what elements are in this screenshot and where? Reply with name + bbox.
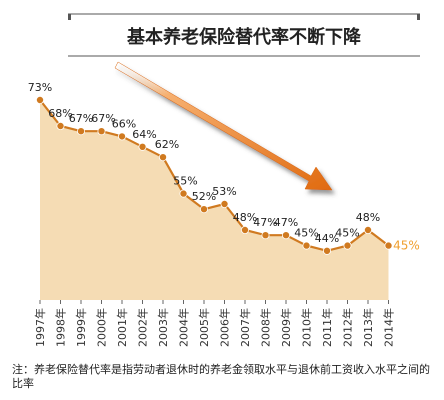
data-point	[158, 153, 167, 162]
data-point	[179, 189, 188, 198]
data-label: 48%	[233, 211, 257, 224]
data-point	[97, 127, 106, 136]
data-point	[322, 246, 331, 255]
data-label: 45%	[335, 227, 359, 240]
data-label: 48%	[356, 211, 380, 224]
data-point	[281, 231, 290, 240]
title-rule-right	[417, 14, 420, 20]
data-point	[302, 241, 311, 250]
label-layer: 73%68%67%67%66%64%62%55%52%53%48%47%47%4…	[28, 81, 420, 253]
data-point	[199, 205, 208, 214]
data-label: 67%	[91, 112, 115, 125]
data-label: 64%	[132, 128, 156, 141]
data-point	[77, 127, 86, 136]
x-tick-label: 2011年	[320, 308, 334, 347]
title-rule-left	[68, 14, 71, 20]
x-tick-label: 1997年	[33, 308, 47, 347]
data-label: 73%	[28, 81, 52, 94]
x-tick-label: 2000年	[95, 308, 109, 347]
x-tick-label: 2010年	[300, 308, 314, 347]
x-tick-label: 2012年	[341, 308, 355, 347]
point-layer	[36, 96, 393, 255]
x-tick-label: 2004年	[177, 308, 191, 347]
data-label: 44%	[315, 232, 339, 245]
data-label: 55%	[173, 175, 197, 188]
trend-arrow-shape	[114, 61, 333, 191]
chart-title: 基本养老保险替代率不断下降	[126, 26, 362, 48]
area-fill	[40, 100, 389, 300]
data-label: 45%	[393, 239, 420, 253]
data-point	[384, 241, 393, 250]
data-label: 52%	[192, 190, 216, 203]
data-point	[36, 96, 45, 105]
x-tick-label: 2014年	[382, 308, 396, 347]
data-point	[56, 122, 65, 131]
data-label: 47%	[253, 216, 277, 229]
x-tick-label: 2007年	[238, 308, 252, 347]
area-layer	[40, 100, 389, 300]
trend-arrow	[114, 61, 333, 191]
x-tick-label: 1999年	[74, 308, 88, 347]
x-tick-label: 2005年	[197, 308, 211, 347]
data-label: 47%	[274, 216, 298, 229]
data-point	[343, 241, 352, 250]
data-point	[118, 132, 127, 141]
data-label: 66%	[112, 117, 136, 130]
x-tick-label: 1998年	[54, 308, 68, 347]
data-label: 45%	[294, 227, 318, 240]
data-point	[138, 142, 147, 151]
x-tick-label: 2003年	[156, 308, 170, 347]
data-label: 53%	[212, 185, 236, 198]
data-point	[363, 225, 372, 234]
x-tick-label: 2009年	[279, 308, 293, 347]
x-tick-label: 2008年	[259, 308, 273, 347]
x-axis: 1997年 1998年 1999年 2000年 2001年 2002年 2003年 2004年…	[33, 300, 396, 347]
x-tick-label: 2001年	[115, 308, 129, 347]
data-point	[220, 199, 229, 208]
data-point	[240, 225, 249, 234]
x-tick-label: 2006年	[218, 308, 232, 347]
footnote: 注：养老保险替代率是指劳动者退休时的养老金领取水平与退休前工资收入水平之间的比率	[12, 363, 430, 390]
data-label: 67%	[69, 112, 93, 125]
data-point	[261, 231, 270, 240]
x-tick-label: 2013年	[361, 308, 375, 347]
x-tick-label: 2002年	[136, 308, 150, 347]
data-label: 68%	[48, 107, 72, 120]
data-label: 62%	[155, 138, 179, 151]
